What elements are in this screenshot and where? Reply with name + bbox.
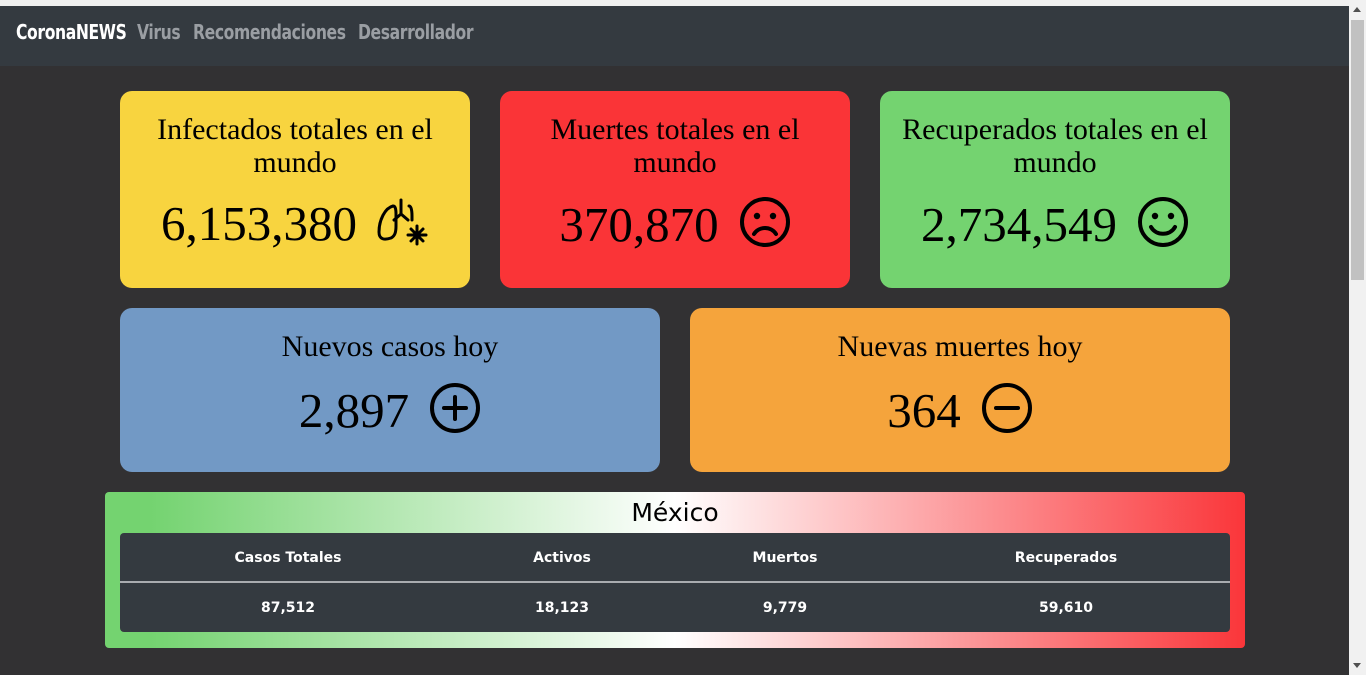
card-value: 364 [887, 382, 961, 438]
card-value: 6,153,380 [161, 195, 357, 251]
table-header-activos: Activos [533, 550, 591, 566]
table-cell-recuperados: 59,610 [1038, 600, 1094, 616]
table-cell-casos-totales: 87,512 [260, 600, 316, 616]
card-value: 2,897 [298, 382, 410, 438]
mexico-table: Casos Totales Activos Muertos Recuperado… [120, 533, 1230, 632]
mexico-title: México [631, 498, 719, 527]
table-cell-muertos: 9,779 [762, 600, 808, 616]
scroll-thumb[interactable] [1351, 20, 1364, 280]
card-title: Infectados totales en el mundo [157, 113, 433, 179]
table-divider [120, 581, 1230, 583]
card-nuevas-muertes: Nuevas muertes hoy 364 [690, 308, 1230, 472]
card-title: Muertes totales en el mundo [550, 113, 800, 179]
scroll-down-arrow-icon[interactable] [1353, 663, 1361, 668]
card-muertes: Muertes totales en el mundo 370,870 [500, 91, 850, 288]
sad-face-icon [739, 196, 791, 253]
minus-circle-icon [981, 382, 1033, 439]
table-header-casos-totales: Casos Totales [234, 550, 342, 566]
scroll-up-arrow-icon[interactable] [1353, 7, 1361, 12]
card-value: 370,870 [559, 196, 719, 252]
page-scrollbar[interactable] [1349, 0, 1366, 675]
card-value: 2,734,549 [921, 196, 1117, 252]
plus-circle-icon [429, 382, 481, 439]
card-recuperados: Recuperados totales en el mundo 2,734,54… [880, 91, 1230, 288]
lungs-virus-icon [377, 196, 429, 251]
nav-link-desarrollador[interactable]: Desarrollador [358, 20, 474, 44]
card-nuevos-casos: Nuevos casos hoy 2,897 [120, 308, 660, 472]
smile-face-icon [1137, 196, 1189, 253]
card-title: Recuperados totales en el mundo [902, 113, 1208, 179]
table-header-recuperados: Recuperados [1014, 550, 1118, 566]
table-cell-activos: 18,123 [534, 600, 590, 616]
card-infectados: Infectados totales en el mundo 6,153,380 [120, 91, 470, 288]
navbar: CoronaNEWS Virus Recomendaciones Desarro… [0, 0, 1349, 66]
nav-link-virus[interactable]: Virus [137, 20, 181, 44]
nav-link-recomendaciones[interactable]: Recomendaciones [193, 20, 346, 44]
table-header-muertos: Muertos [752, 550, 818, 566]
card-title: Nuevos casos hoy [281, 330, 499, 363]
mexico-panel: México Casos Totales Activos Muertos Rec… [105, 492, 1245, 648]
card-title: Nuevas muertes hoy [837, 330, 1083, 363]
brand-link[interactable]: CoronaNEWS [16, 20, 127, 44]
